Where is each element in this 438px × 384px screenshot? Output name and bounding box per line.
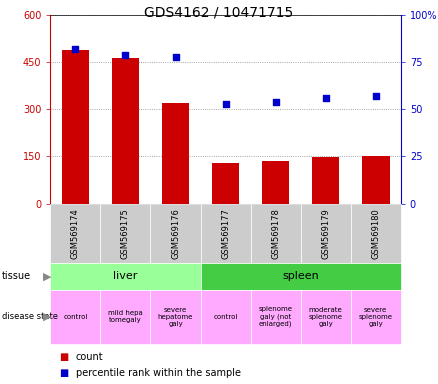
Text: GSM569176: GSM569176 (171, 208, 180, 259)
Point (172, 54, 179, 60)
Text: mild hepa
tomegaly: mild hepa tomegaly (108, 310, 143, 323)
Text: percentile rank within the sample: percentile rank within the sample (76, 368, 241, 378)
Text: severe
hepatome
galy: severe hepatome galy (158, 307, 193, 327)
Text: GSM569179: GSM569179 (321, 208, 330, 259)
Point (272, 99, 279, 105)
Bar (262, 161, 290, 204)
Point (72, 46, 79, 52)
Text: tissue: tissue (2, 271, 31, 281)
Text: control: control (213, 314, 238, 320)
Text: disease state: disease state (2, 312, 58, 321)
Text: GSM569178: GSM569178 (271, 208, 280, 259)
Text: GSM569177: GSM569177 (221, 208, 230, 259)
Bar (312, 157, 339, 204)
Bar (362, 156, 389, 204)
Bar (162, 103, 189, 204)
Text: ■: ■ (59, 352, 68, 362)
Text: GSM569174: GSM569174 (71, 208, 80, 259)
Point (122, 52, 129, 58)
Text: splenome
galy (not
enlarged): splenome galy (not enlarged) (258, 306, 293, 327)
Text: liver: liver (113, 271, 138, 281)
Text: ■: ■ (59, 368, 68, 378)
Point (372, 93, 379, 99)
Text: spleen: spleen (282, 271, 319, 281)
Bar (212, 163, 239, 204)
Text: GDS4162 / 10471715: GDS4162 / 10471715 (145, 6, 293, 20)
Point (322, 95, 329, 101)
Text: moderate
splenome
galy: moderate splenome galy (309, 307, 343, 327)
Bar (62, 50, 89, 204)
Point (222, 101, 229, 107)
Text: GSM569180: GSM569180 (371, 208, 380, 259)
Text: control: control (63, 314, 88, 320)
Text: count: count (76, 352, 103, 362)
Text: GSM569175: GSM569175 (121, 208, 130, 259)
Bar (112, 58, 139, 204)
Text: ▶: ▶ (43, 312, 51, 322)
Text: severe
splenome
galy: severe splenome galy (359, 307, 393, 327)
Text: ▶: ▶ (43, 271, 51, 281)
